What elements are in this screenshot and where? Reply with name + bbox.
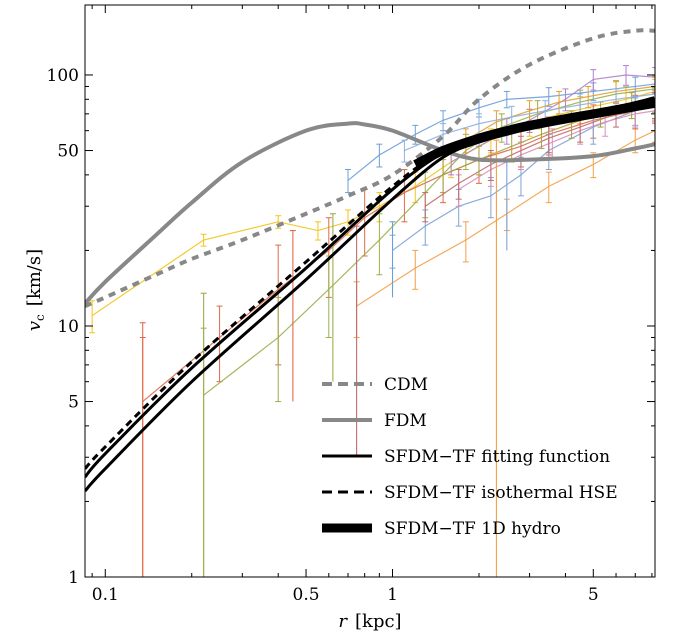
long-error-bar-2 <box>289 229 296 402</box>
y-axis-unit: [km/s] <box>24 249 45 306</box>
x-axis-var: r <box>338 611 348 632</box>
legend: CDM FDM SFDM−TF fitting function SFDM−TF is… <box>322 375 618 539</box>
legend-entry-4: SFDM−TF 1D hydro <box>322 519 561 539</box>
y-tick-label: 1 <box>68 568 79 588</box>
model-curve-sfdm-tf-1d-hydro <box>413 96 655 169</box>
legend-label: SFDM−TF isothermal HSE <box>384 483 618 503</box>
legend-label: SFDM−TF fitting function <box>384 447 610 467</box>
y-axis-sub: c <box>33 314 47 321</box>
x-axis-unit: [kpc] <box>355 611 402 632</box>
legend-label: CDM <box>384 375 428 395</box>
y-tick-label: 100 <box>47 66 79 86</box>
x-tick-label: 1 <box>387 585 398 605</box>
x-axis-label: r [kpc] <box>338 611 401 632</box>
plot-frame <box>84 4 656 578</box>
data-layer <box>89 65 655 577</box>
rotation-curve-line <box>424 104 655 207</box>
long-error-bar-7 <box>503 161 510 251</box>
y-tick-label: 10 <box>57 317 79 337</box>
rotation-curve-line <box>203 88 655 396</box>
legend-entry-0: CDM <box>322 375 428 395</box>
y-tick-label: 50 <box>57 142 79 162</box>
long-error-bar-6 <box>389 221 396 298</box>
x-tick-label: 0.5 <box>293 585 320 605</box>
model-curve-sfdm-tf-fitting-function-lower- <box>85 104 655 493</box>
model-curve-fdm <box>85 121 655 305</box>
long-error-bar-0 <box>139 322 146 577</box>
rotation-curve-line <box>356 130 655 307</box>
legend-entry-3: SFDM−TF isothermal HSE <box>322 483 618 503</box>
y-axis-label: vc [km/s] <box>24 249 47 331</box>
model-curve-cdm <box>85 28 655 308</box>
legend-entry-2: SFDM−TF fitting function <box>322 447 610 467</box>
legend-label: FDM <box>384 411 427 431</box>
long-error-bar-1 <box>200 292 207 577</box>
x-tick-label: 0.1 <box>92 585 119 605</box>
rotation-curve-2 <box>139 89 655 577</box>
legend-label: SFDM−TF 1D hydro <box>384 519 561 539</box>
long-error-bar-5 <box>493 139 500 577</box>
model-curves <box>85 28 655 493</box>
y-axis-var: v <box>24 321 45 331</box>
axis-ticks: 0.1 0.5 1 5 1 5 10 50 100 <box>47 5 655 605</box>
legend-entry-1: FDM <box>322 411 427 431</box>
x-tick-label: 5 <box>588 585 599 605</box>
y-tick-label: 5 <box>68 393 79 413</box>
